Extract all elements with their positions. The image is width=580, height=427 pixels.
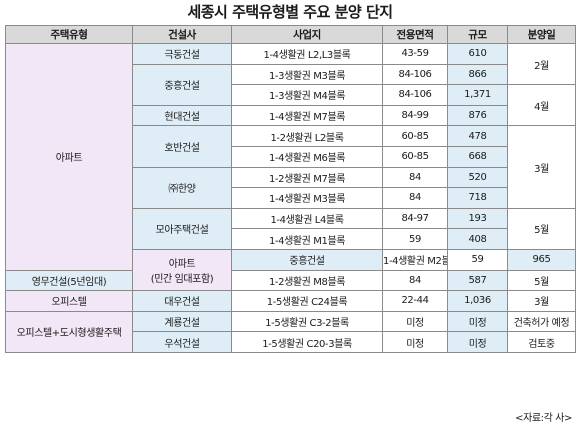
site-cell: 1-4생활권 M2블록 xyxy=(382,248,448,271)
scale-cell: 610 xyxy=(447,43,508,65)
area-cell: 84 xyxy=(382,187,448,209)
site-cell: 1-4생활권 M1블록 xyxy=(231,228,383,250)
table-row: 모아주택건설 1-4생활권 L4블록 84-97 193 5월 xyxy=(6,207,576,250)
site-cell: 1-4생활권 M3블록 xyxy=(231,187,383,209)
area-cell: 84 xyxy=(382,166,448,189)
sale-date-cell: 3월 xyxy=(507,290,576,312)
area-cell: 60-85 xyxy=(382,125,448,147)
site-cell: 1-5생활권 C3-2블록 xyxy=(231,310,383,333)
area-cell: 미정 xyxy=(382,310,448,333)
table-row: 아파트 극동건설 1-4생활권 L2,L3블록 43-59 610 2월 xyxy=(5,42,576,271)
site-cell: 1-4생활권 M7블록 xyxy=(231,104,383,127)
site-cell: 1-2생활권 L2블록 xyxy=(231,125,383,147)
table-row: 1-4생활권 M1블록 59 408 xyxy=(6,228,576,250)
scale-cell: 876 xyxy=(447,104,508,127)
scale-cell: 408 xyxy=(447,228,508,250)
builder-cell: 현대건설 xyxy=(132,104,232,127)
scale-cell: 미정 xyxy=(447,331,508,353)
housing-supply-table: 주택유형 건설사 사업지 전용면적 규모 분양일 아파트 극동건설 1-4생활권… xyxy=(5,25,576,353)
table-row: 중흥건설 1-3생활권 M3블록 84-106 866 xyxy=(6,63,576,106)
area-cell: 22-44 xyxy=(382,290,448,312)
table-row: 1-3생활권 M4블록 84-106 1,371 4월 xyxy=(6,84,576,127)
site-cell: 1-5생활권 C20-3블록 xyxy=(231,331,383,353)
source-note: <자료:각 사> xyxy=(515,413,572,424)
builder-cell: ㈜한양 xyxy=(132,166,232,209)
sale-date-cell: 3월 xyxy=(507,125,576,209)
housing-type-cell: 아파트 xyxy=(5,43,133,271)
site-cell: 1-2생활권 M7블록 xyxy=(231,166,383,189)
builder-cell: 영무건설(5년임대) xyxy=(5,269,133,292)
builder-cell: 계룡건설 xyxy=(132,310,232,333)
table-row: ㈜한양 1-2생활권 M7블록 84 520 xyxy=(6,166,576,209)
header-site: 사업지 xyxy=(231,25,383,44)
builder-cell: 모아주택건설 xyxy=(132,207,232,250)
housing-type-cell: 오피스텔 xyxy=(5,290,133,312)
area-cell: 59 xyxy=(382,228,448,250)
area-cell: 84-99 xyxy=(382,104,448,127)
site-cell: 1-4생활권 L4블록 xyxy=(231,207,383,230)
housing-type-cell: 오피스텔+도시형생활주택 xyxy=(5,310,133,353)
site-cell: 1-2생활권 M8블록 xyxy=(231,269,383,292)
header-row: 주택유형 건설사 사업지 전용면적 규모 분양일 xyxy=(5,25,576,44)
table-row: 영무건설(5년임대) 1-2생활권 M8블록 84 587 5월 xyxy=(5,269,576,292)
table-row: 우석건설 1-5생활권 C20-3블록 미정 미정 검토중 xyxy=(6,331,576,353)
sale-date-cell: 5월 xyxy=(507,269,576,292)
site-cell: 1-3생활권 M4블록 xyxy=(231,84,383,106)
builder-cell: 우석건설 xyxy=(132,331,232,353)
scale-cell: 1,036 xyxy=(447,290,508,312)
area-cell: 60-85 xyxy=(382,145,448,168)
area-cell: 84-106 xyxy=(382,84,448,106)
sale-date-cell: 건축허가 예정 xyxy=(507,310,576,333)
builder-cell: 대우건설 xyxy=(132,290,232,312)
site-cell: 1-4생활권 L2,L3블록 xyxy=(231,43,383,65)
scale-cell: 193 xyxy=(447,207,508,230)
scale-cell: 520 xyxy=(447,166,508,189)
scale-cell: 866 xyxy=(447,63,508,86)
area-cell: 미정 xyxy=(382,331,448,353)
sale-date-cell: 4월 xyxy=(507,84,576,127)
header-scale: 규모 xyxy=(447,25,508,44)
header-sale-date: 분양일 xyxy=(507,25,576,44)
table-row: 현대건설 1-4생활권 M7블록 84-99 876 xyxy=(6,104,576,127)
table-row: 호반건설 1-2생활권 L2블록 60-85 478 3월 xyxy=(6,125,576,209)
scale-cell: 1,371 xyxy=(447,84,508,106)
scale-cell: 미정 xyxy=(447,310,508,333)
housing-type-line: 아파트 xyxy=(168,259,196,271)
area-cell: 84-97 xyxy=(382,207,448,230)
housing-type-line: (민간 임대포함) xyxy=(150,274,214,286)
builder-cell: 호반건설 xyxy=(132,125,232,168)
area-cell: 84-106 xyxy=(382,63,448,86)
table-row: 아파트 (민간 임대포함) 중흥건설 1-4생활권 M2블록 59 965 2월 xyxy=(6,248,576,292)
header-builder: 건설사 xyxy=(132,25,232,44)
table-row: 오피스텔 대우건설 1-5생활권 C24블록 22-44 1,036 3월 xyxy=(5,290,576,312)
header-area: 전용면적 xyxy=(382,25,448,44)
scale-cell: 668 xyxy=(447,145,508,168)
sale-date-cell: 검토중 xyxy=(507,331,576,353)
scale-cell: 587 xyxy=(447,269,508,292)
scale-cell: 965 xyxy=(507,248,576,271)
builder-cell: 중흥건설 xyxy=(132,63,232,106)
site-cell: 1-5생활권 C24블록 xyxy=(231,290,383,312)
table-title: 세종시 주택유형별 주요 분양 단지 xyxy=(187,3,393,21)
housing-type-cell: 아파트 (민간 임대포함) xyxy=(132,248,232,292)
sale-date-cell: 5월 xyxy=(507,207,576,250)
area-cell: 59 xyxy=(447,248,508,271)
header-housing-type: 주택유형 xyxy=(5,25,133,44)
sale-date-cell: 2월 xyxy=(507,42,576,86)
site-cell: 1-3생활권 M3블록 xyxy=(231,63,383,86)
builder-cell: 극동건설 xyxy=(132,43,232,65)
scale-cell: 718 xyxy=(447,187,508,209)
table-row: 오피스텔+도시형생활주택 계룡건설 1-5생활권 C3-2블록 미정 미정 건축… xyxy=(5,310,576,353)
area-cell: 84 xyxy=(382,269,448,292)
scale-cell: 478 xyxy=(447,125,508,147)
area-cell: 43-59 xyxy=(382,43,448,65)
builder-cell: 중흥건설 xyxy=(231,248,383,271)
site-cell: 1-4생활권 M6블록 xyxy=(231,145,383,168)
